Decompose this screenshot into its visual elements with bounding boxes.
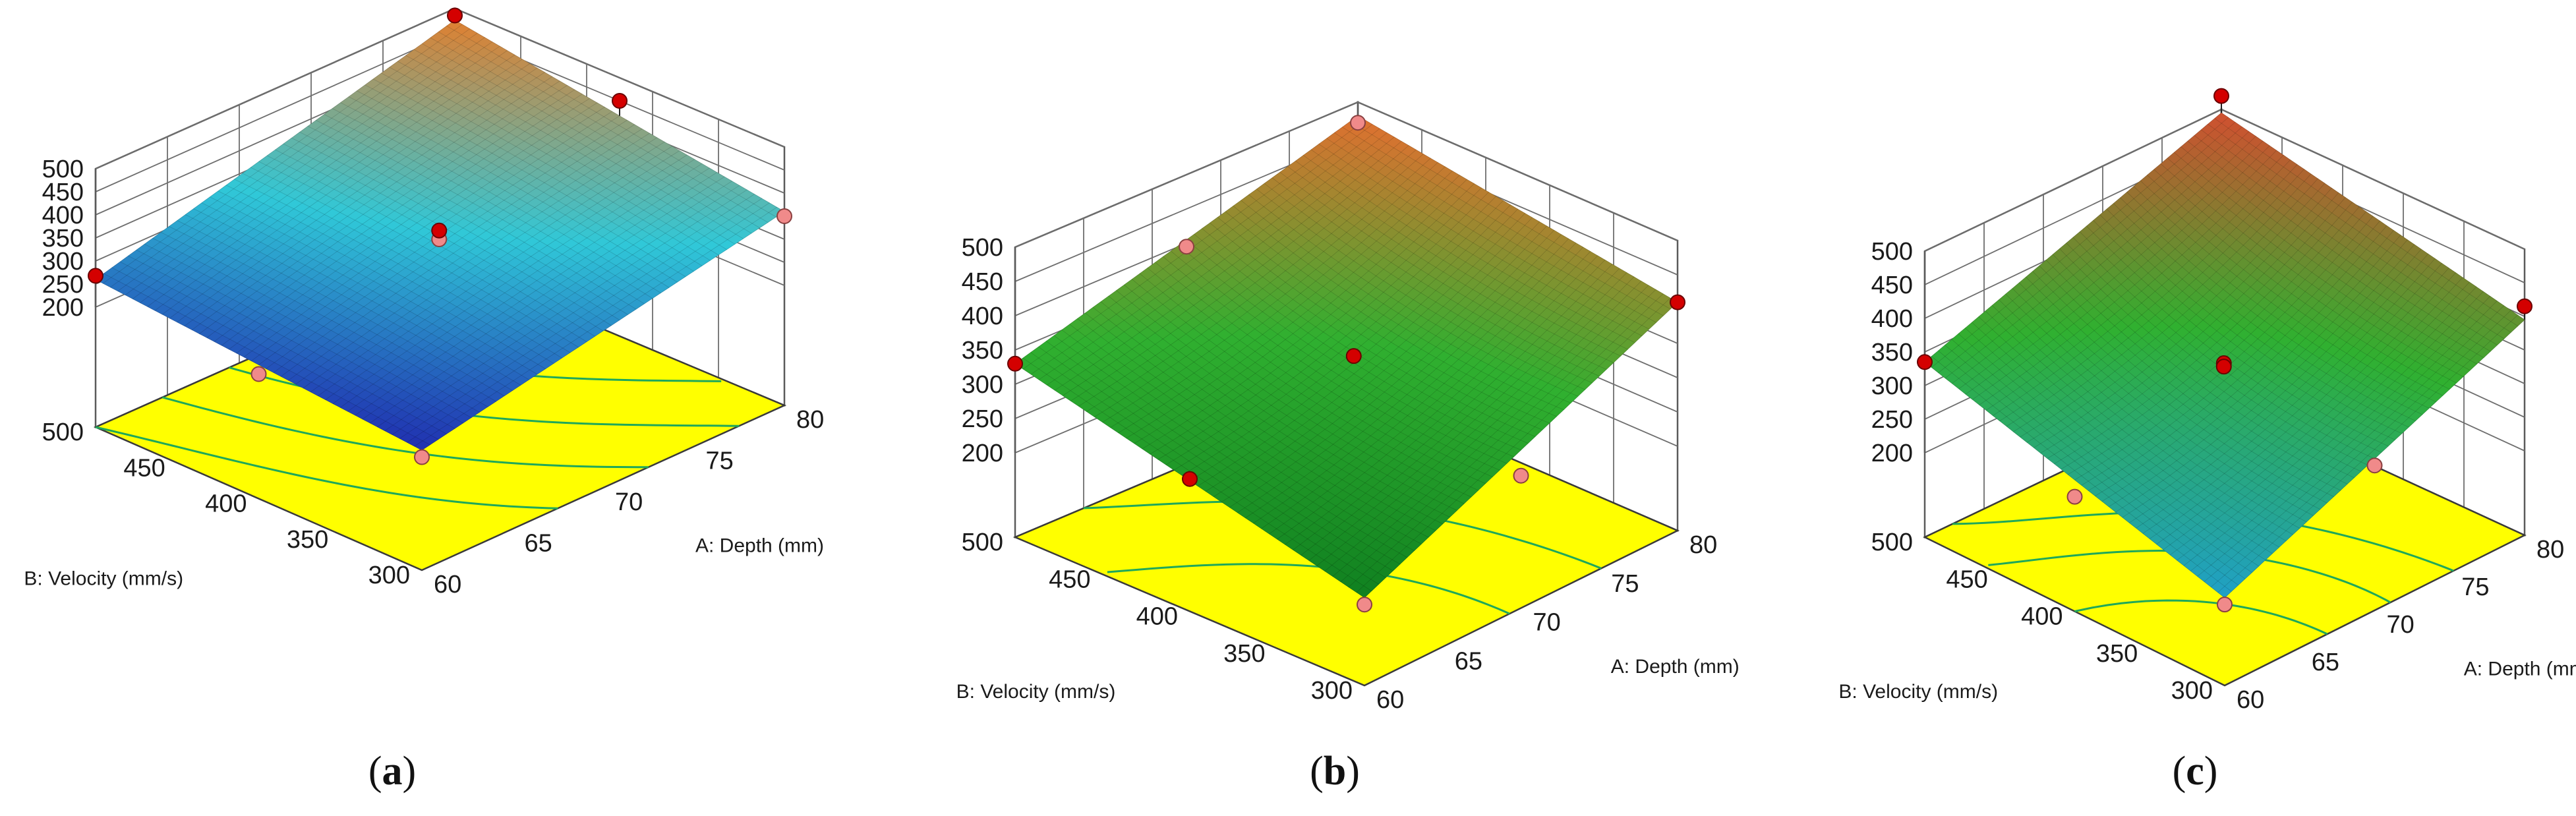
chart-panel-c: 2002503003504004505003003504004505006065… — [1838, 108, 2576, 794]
panel-label: (a) — [368, 749, 416, 794]
depth-tick-label: 65 — [525, 530, 552, 558]
data-point-above-3 — [88, 268, 103, 284]
response-surface — [95, 20, 785, 451]
depth-tick-label: 70 — [615, 488, 643, 516]
depth-tick-label: 75 — [706, 448, 734, 475]
data-point-above-2 — [1670, 294, 1685, 310]
depth-tick-label: 70 — [1533, 609, 1561, 637]
depth-axis-title: A: Depth (mm) — [695, 535, 824, 557]
data-point-above-4 — [1345, 348, 1362, 364]
depth-axis-title: A: Depth (mm) — [1611, 656, 1740, 678]
depth-tick-label: 75 — [1611, 570, 1639, 598]
panel-label-letter: a — [382, 749, 403, 794]
data-point-below-1 — [1350, 115, 1366, 131]
velocity-tick-label: 450 — [123, 454, 165, 482]
contour-260 — [95, 426, 558, 510]
depth-tick-label: 80 — [1689, 531, 1717, 559]
data-point-above-2 — [612, 93, 628, 109]
depth-tick-label: 60 — [434, 571, 461, 598]
chart-panel-b: 200 250 300 350 400 450 500 300 350 400 450 500 60 65… — [956, 101, 1740, 794]
velocity-tick-label: 400 — [205, 490, 247, 518]
velocity-axis-title: B: Velocity (mm/s) — [956, 681, 1116, 703]
data-point-above-7 — [1182, 471, 1198, 487]
depth-tick-label: 80 — [796, 406, 824, 434]
data-point-above-3 — [1007, 355, 1023, 372]
velocity-tick-label: 300 — [368, 562, 410, 589]
velocity-tick-label: 500 — [42, 419, 84, 446]
z-tick-label: 450 — [962, 268, 1003, 296]
data-point-below-0 — [414, 449, 430, 465]
data-point-below-7 — [250, 366, 267, 382]
panel-label: (b) — [1310, 749, 1360, 794]
data-point-below-5 — [1179, 239, 1194, 255]
depth-tick-label: 60 — [1376, 686, 1404, 714]
z-tick-label: 350 — [962, 337, 1003, 364]
data-point-above-1 — [447, 7, 463, 24]
contour-300 — [161, 396, 649, 469]
data-point-below-6 — [776, 208, 792, 224]
velocity-tick-label: 450 — [1049, 566, 1090, 593]
velocity-axis-title: B: Velocity (mm/s) — [24, 568, 183, 589]
velocity-tick-label: 350 — [287, 526, 328, 554]
z-axis-ticks: 200 250 300 350 400 450 500 — [962, 234, 1003, 467]
z-tick-label: 500 — [42, 156, 84, 183]
velocity-tick-label: 350 — [1223, 640, 1265, 668]
z-tick-label: 300 — [962, 371, 1003, 399]
z-tick-label: 200 — [962, 440, 1003, 467]
data-point-above-4 — [431, 222, 448, 239]
data-point-below-0 — [1357, 597, 1372, 613]
panel-label-letter: b — [1324, 749, 1346, 794]
velocity-tick-label: 500 — [962, 529, 1003, 556]
depth-tick-label: 65 — [1455, 647, 1482, 675]
z-tick-label: 400 — [962, 303, 1003, 330]
z-tick-label: 250 — [962, 405, 1003, 433]
z-tick-label: 500 — [962, 234, 1003, 262]
data-point-below-6 — [1513, 467, 1529, 484]
velocity-tick-label: 300 — [1311, 677, 1353, 705]
velocity-tick-label: 400 — [1136, 603, 1178, 631]
